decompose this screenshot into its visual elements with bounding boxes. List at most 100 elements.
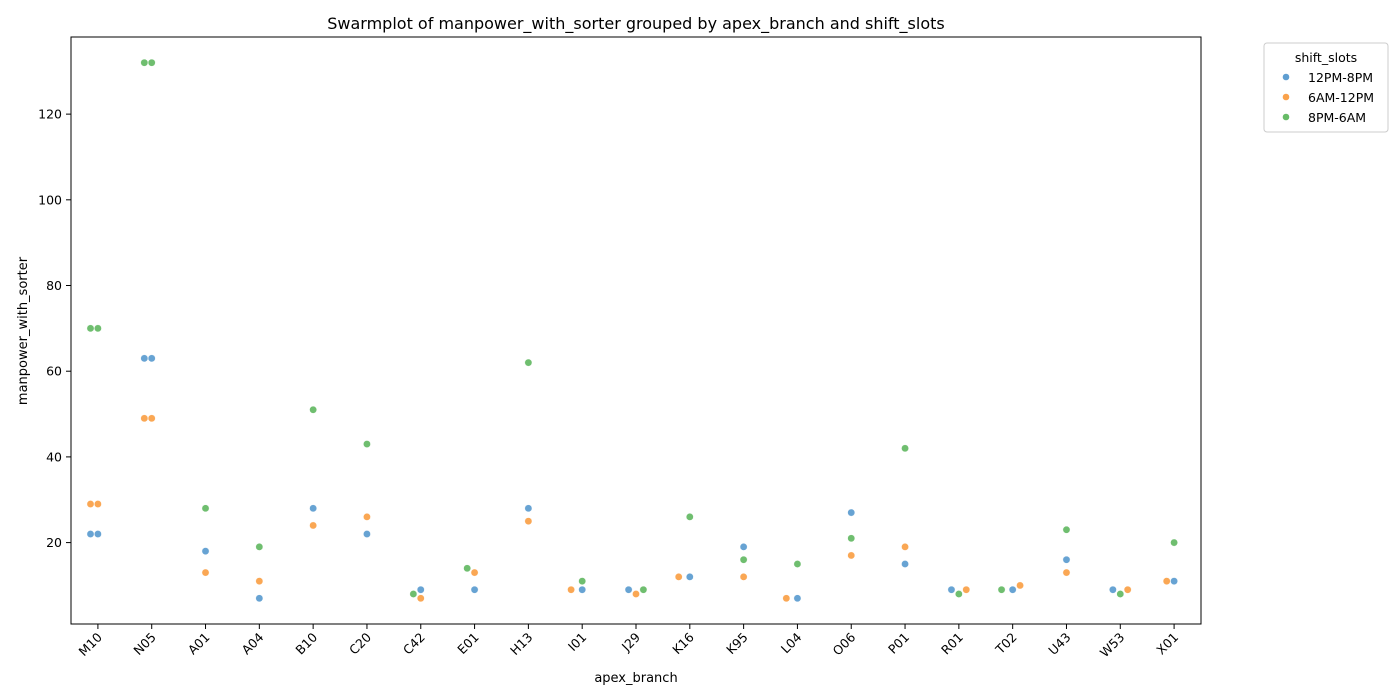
data-point [463, 564, 471, 573]
data-point [416, 594, 425, 603]
legend-title: shift_slots [1295, 50, 1357, 65]
data-point [1008, 585, 1017, 594]
x-tick-label: H13 [507, 630, 536, 659]
data-point [793, 560, 802, 568]
x-tick-label: O06 [830, 629, 859, 658]
data-point [1170, 538, 1178, 547]
data-point [901, 444, 909, 453]
data-point [94, 530, 102, 538]
data-point [962, 585, 971, 594]
x-tick-label: L04 [778, 629, 805, 656]
plot-area [70, 36, 1202, 625]
data-point [409, 590, 418, 598]
data-point [847, 534, 856, 543]
data-point [847, 508, 856, 517]
legend-frame [1263, 42, 1389, 133]
x-tick-label: A01 [185, 630, 213, 658]
data-point [1116, 590, 1125, 598]
data-point [1062, 555, 1071, 564]
y-tick-label: 20 [46, 535, 62, 550]
data-point [578, 585, 586, 594]
data-point [255, 577, 264, 585]
data-point [632, 590, 640, 598]
x-tick-label: I01 [565, 630, 589, 654]
data-point [997, 585, 1006, 594]
data-point [140, 354, 149, 363]
x-tick-label: P01 [885, 630, 912, 657]
data-point [363, 440, 371, 448]
data-point [793, 594, 802, 603]
y-axis-label: manpower_with_sorter [16, 256, 31, 405]
data-point [201, 504, 210, 513]
data-point [782, 594, 791, 603]
legend-label: 6AM-12PM [1308, 90, 1374, 105]
data-point [255, 594, 264, 603]
legend-marker [1282, 93, 1290, 101]
data-point [86, 530, 95, 538]
data-point [201, 547, 210, 555]
data-point [567, 585, 575, 594]
data-point [847, 551, 856, 560]
legend-label: 8PM-6AM [1308, 110, 1366, 125]
data-point [86, 500, 95, 508]
data-point [309, 405, 317, 414]
x-tick-label: W53 [1097, 630, 1128, 661]
legend-label: 12PM-8PM [1308, 70, 1373, 85]
data-point [578, 577, 586, 585]
data-point [94, 324, 102, 333]
x-tick-label: A04 [239, 629, 267, 657]
y-tick-label: 100 [38, 192, 62, 207]
data-point [140, 58, 149, 67]
chart-title: Swarmplot of manpower_with_sorter groupe… [327, 14, 944, 34]
data-point [86, 324, 95, 333]
data-point [739, 573, 748, 581]
data-point [1062, 525, 1071, 534]
data-point [140, 414, 149, 423]
data-point [524, 504, 533, 513]
x-axis-label: apex_branch [594, 671, 677, 686]
legend-marker [1282, 113, 1290, 121]
data-point [1062, 568, 1071, 577]
data-point [1016, 581, 1024, 590]
data-point [201, 568, 210, 577]
data-point [639, 585, 648, 594]
data-point [1123, 585, 1132, 594]
y-tick-label: 120 [38, 107, 62, 122]
legend: shift_slots 12PM-8PM 6AM-12PM 8PM-6AM [1263, 42, 1389, 133]
data-point [363, 513, 371, 521]
data-point [255, 543, 264, 551]
data-point [686, 573, 694, 581]
data-point [739, 543, 748, 551]
data-point [1109, 585, 1117, 594]
data-point [901, 560, 909, 568]
y-axis: 20 40 60 80 100 120 [38, 107, 71, 550]
data-point [1162, 577, 1171, 585]
y-tick-label: 80 [46, 278, 62, 293]
data-point [94, 500, 102, 508]
x-tick-label: U43 [1045, 630, 1073, 658]
data-point [309, 504, 317, 513]
x-tick-label: K16 [669, 629, 697, 657]
data-point [674, 573, 683, 581]
x-tick-label: J29 [618, 629, 643, 654]
data-points [86, 58, 1178, 603]
x-axis: M10 N05 A01 A04 B10 C20 C42 E01 H13 I01 J29 K16 K95 L… [76, 624, 1181, 661]
x-tick-label: C20 [346, 629, 374, 657]
y-tick-label: 60 [46, 364, 62, 379]
data-point [470, 585, 479, 594]
data-point [309, 521, 317, 530]
x-tick-label: C42 [400, 630, 428, 658]
data-point [624, 585, 633, 594]
data-point [147, 58, 156, 67]
data-point [955, 590, 963, 598]
data-point [901, 543, 909, 551]
x-tick-label: R01 [938, 630, 966, 658]
y-tick-label: 40 [46, 449, 62, 464]
legend-marker [1282, 73, 1290, 81]
data-point [416, 585, 425, 594]
data-point [524, 517, 533, 525]
data-point [147, 414, 156, 423]
data-point [524, 358, 533, 367]
x-tick-label: B10 [292, 629, 320, 657]
